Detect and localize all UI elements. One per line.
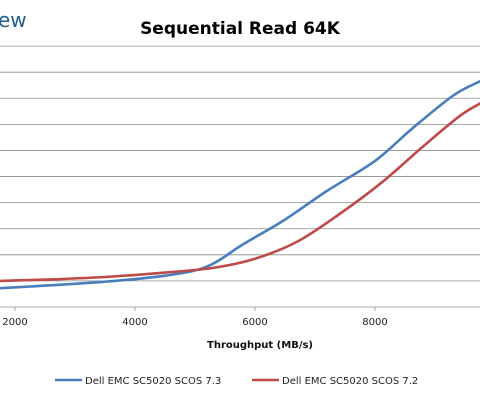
- series-line-1: [0, 80, 480, 290]
- x-axis: 2000 4000 6000 8000: [0, 306, 480, 328]
- x-tick-label: 8000: [362, 317, 387, 328]
- logo-text: ew: [0, 8, 27, 32]
- x-axis-label: Throughput (MB/s): [207, 340, 313, 351]
- legend-label-2: Dell EMC SC5020 SCOS 7.2: [282, 376, 418, 387]
- x-tick-label: 6000: [242, 317, 267, 328]
- x-tick-label: 2000: [2, 317, 27, 328]
- grid-lines: [0, 45, 480, 282]
- x-tick-label: 4000: [122, 317, 147, 328]
- legend-label-1: Dell EMC SC5020 SCOS 7.3: [85, 376, 221, 387]
- series-line-2: [0, 102, 480, 283]
- series-lines: [0, 80, 480, 290]
- chart-title: Sequential Read 64K: [140, 19, 341, 39]
- legend: Dell EMC SC5020 SCOS 7.3 Dell EMC SC5020 …: [55, 376, 418, 387]
